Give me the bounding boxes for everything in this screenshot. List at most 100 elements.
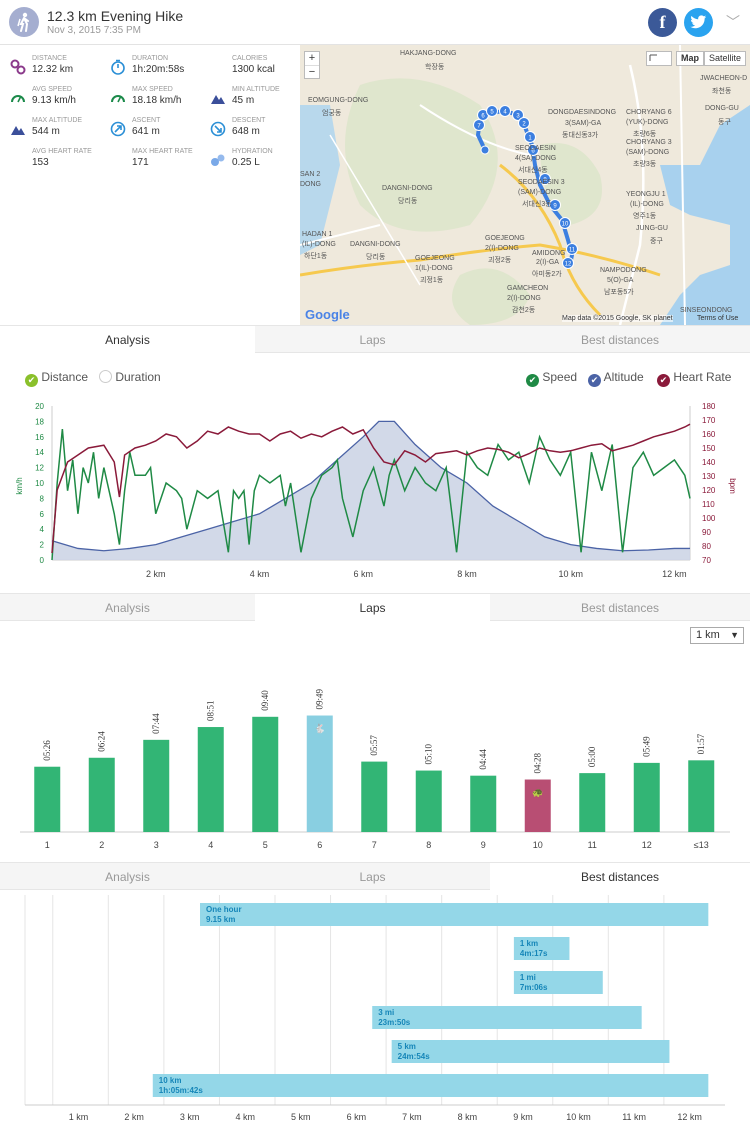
- stat-value: 9.13 km/h: [32, 95, 76, 106]
- altitude-area: [52, 421, 690, 560]
- stat-label: Avg Heart Rate: [32, 148, 92, 155]
- lap-bar: [143, 739, 170, 832]
- route-marker: [524, 131, 536, 143]
- zoom-out-button[interactable]: −: [308, 66, 316, 78]
- map-label: NAMPODONG: [600, 267, 647, 274]
- y-right-tick-label: 70: [702, 556, 711, 565]
- mountain-icon: [11, 126, 25, 135]
- stat-ascent: Ascent 641 m: [110, 117, 210, 147]
- legend-altitude[interactable]: ✔ Altitude: [588, 370, 644, 387]
- lap-number-label: 8: [426, 840, 431, 850]
- legend-heart-rate[interactable]: ✔ Heart Rate: [657, 370, 731, 387]
- route-marker: [539, 173, 551, 185]
- map-type-map-button[interactable]: Map: [676, 51, 704, 66]
- route-map[interactable]: 7 6 5 4 3 2 1 6 8 9 10 11 12 HAKJANG-DONG 학장동 EOMGUNG-…: [300, 45, 750, 325]
- x-tick-label: 10 km: [558, 569, 583, 579]
- lap-bar: [252, 716, 279, 832]
- legend-distance[interactable]: ✔ Distance: [25, 370, 88, 387]
- map-attribution: Map data ©2015 Google, SK planet: [562, 315, 673, 322]
- tab-best-distances[interactable]: Best distances: [580, 333, 660, 347]
- fullscreen-button[interactable]: [646, 51, 672, 66]
- route-marker-label: 10: [562, 222, 569, 228]
- activity-date: Nov 3, 2015 7:35 PM: [47, 25, 141, 36]
- best-distance-name: 3 mi: [378, 1008, 394, 1017]
- map-label: AMIDONG: [532, 250, 566, 257]
- header: 12.3 km Evening Hike Nov 3, 2015 7:35 PM…: [0, 0, 750, 45]
- x-tick-label: 11 km: [622, 1112, 646, 1122]
- stat-label: Min Altitude: [232, 86, 280, 93]
- legend-altitude-label: Altitude: [603, 370, 644, 384]
- legend-duration[interactable]: Duration: [99, 370, 161, 384]
- route-marker: [473, 119, 485, 131]
- stat-label: Calories: [232, 55, 268, 62]
- altitude-line: [51, 420, 690, 552]
- lap-length-value: 1 km: [696, 629, 720, 641]
- tab-laps[interactable]: Laps: [255, 594, 490, 623]
- tab-analysis[interactable]: Analysis: [0, 326, 255, 355]
- facebook-share-button[interactable]: f: [648, 8, 677, 37]
- stat-label: Ascent: [132, 117, 161, 124]
- stat-max-speed: Max Speed 18.18 km/h: [110, 86, 210, 116]
- map-label: SEODAESIN: [515, 145, 556, 152]
- chevron-down-icon[interactable]: ﹀: [726, 14, 740, 30]
- y-right-tick-label: 110: [702, 500, 715, 509]
- lap-time-label: 09:40: [260, 690, 270, 711]
- tab-best-distances[interactable]: Best distances: [490, 863, 750, 892]
- lap-time-label: 04:44: [478, 749, 488, 770]
- stat-calories: Calories 1300 kcal: [210, 55, 310, 85]
- lap-length-select[interactable]: 1 km ▼: [690, 627, 744, 644]
- twitter-share-button[interactable]: [684, 8, 713, 37]
- lap-time-label: 06:24: [97, 731, 107, 752]
- stat-value: 45 m: [232, 95, 255, 106]
- zoom-in-button[interactable]: +: [305, 52, 319, 66]
- map-label: 좌천동: [712, 88, 732, 95]
- map-label: SINSEONDONG: [680, 307, 733, 314]
- map-label: 당리동: [366, 254, 386, 261]
- map-label: 괴정2동: [488, 257, 512, 264]
- map-type-satellite-button[interactable]: Satellite: [704, 51, 746, 66]
- legend-speed[interactable]: ✔ Speed: [526, 370, 577, 387]
- stat-label: Descent: [232, 117, 266, 124]
- descent-icon: [210, 121, 226, 137]
- lap-time-label: 04:28: [533, 753, 543, 774]
- map-label: 영주1동: [633, 213, 657, 220]
- route-start-marker: [480, 145, 490, 155]
- stat-descent: Descent 648 m: [210, 117, 310, 147]
- tab-laps[interactable]: Laps: [359, 333, 386, 347]
- terms-of-use-link[interactable]: Terms of Use: [697, 315, 739, 322]
- laps-chart: 05:26 1 06:24 2 07:44 3 08:51 4 09:40 5 09:49 6 🐇 05:…: [20, 689, 730, 850]
- map-label: 서대신4동: [518, 167, 548, 174]
- map-label: 2(I)-DONG: [507, 295, 541, 302]
- stat-value: 18.18 km/h: [132, 95, 182, 106]
- speed-line: [51, 429, 691, 561]
- map-label: 엄궁동: [322, 110, 342, 117]
- lap-bar: [688, 760, 715, 832]
- heart-icon: [113, 156, 123, 164]
- best-distance-name: 1 km: [520, 939, 538, 948]
- lap-number-label: 10: [533, 840, 543, 850]
- best-tabs: Analysis Laps Best distances: [0, 862, 750, 892]
- tab-analysis[interactable]: Analysis: [105, 601, 150, 615]
- tab-best-distances[interactable]: Best distances: [580, 601, 660, 615]
- map-label: (IL)-DONG: [302, 241, 336, 248]
- lap-bar: [88, 757, 115, 832]
- tab-analysis[interactable]: Analysis: [105, 870, 150, 884]
- stat-label: Max Heart Rate: [132, 148, 193, 155]
- stat-value: 1300 kcal: [232, 64, 275, 75]
- y-left-tick-label: 2: [40, 541, 45, 550]
- map-label: JUNG-GU: [636, 225, 668, 232]
- stat-value: 153: [32, 157, 49, 168]
- lap-time-label: 07:44: [151, 713, 161, 734]
- x-tick-label: 10 km: [566, 1112, 591, 1122]
- x-tick-label: 8 km: [457, 569, 477, 579]
- lap-number-label: 6: [317, 840, 322, 850]
- stat-hydration: Hydration 0.25 L: [210, 148, 310, 178]
- lap-number-label: 1: [45, 840, 50, 850]
- tab-laps[interactable]: Laps: [359, 870, 386, 884]
- y-right-tick-label: 120: [702, 486, 716, 495]
- route-marker: [559, 217, 571, 229]
- stat-max-heart-rate: Max Heart Rate 171: [110, 148, 210, 178]
- check-icon: ✔: [25, 374, 38, 387]
- stat-label: Max Speed: [132, 86, 173, 93]
